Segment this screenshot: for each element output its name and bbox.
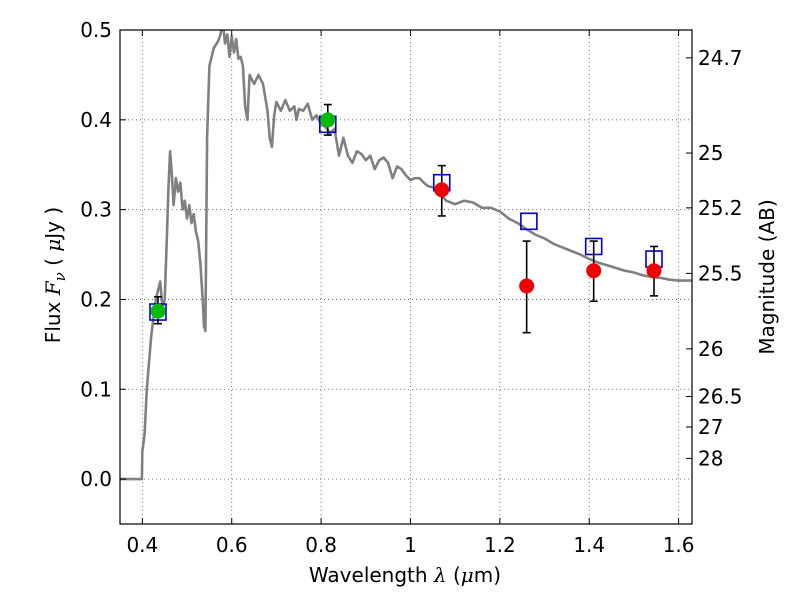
red-data-point (646, 263, 662, 279)
x-tick-label: 1 (404, 533, 417, 557)
x-tick-label: 1.2 (484, 533, 516, 557)
y2-tick-label: 26.5 (698, 384, 743, 408)
model-spectrum-line (120, 30, 692, 481)
plot-frame (119, 29, 693, 525)
red-data-point (434, 182, 450, 198)
y2-tick-label: 27 (698, 415, 723, 439)
y2-tick-label: 24.7 (698, 46, 743, 70)
y-tick-label: 0.1 (80, 377, 112, 401)
y-tick-label: 0.3 (80, 198, 112, 222)
y2-tick-label: 25 (698, 141, 723, 165)
y-tick-label: 0.4 (80, 108, 112, 132)
y2-tick-label: 26 (698, 337, 723, 361)
x-tick-label: 1.6 (663, 533, 695, 557)
y-tick-label: 0.2 (80, 287, 112, 311)
series-layer (120, 30, 692, 481)
y2-tick-label: 25.5 (698, 261, 743, 285)
x-tick-label: 0.6 (216, 533, 248, 557)
axis-ticks: 0.4 0.6 0.8 1 1.2 1.4 1.6 0.0 0.1 0.2 0.3 0.4 0.5 24.… (80, 18, 742, 557)
red-data-point (519, 278, 535, 294)
y2-tick-label: 25.2 (698, 196, 743, 220)
y2-axis-label: Magnitude (AB) (755, 199, 779, 354)
y-tick-label: 0.0 (80, 467, 112, 491)
y2-tick-label: 28 (698, 446, 723, 470)
x-tick-label: 0.4 (126, 533, 158, 557)
x-tick-label: 0.8 (305, 533, 337, 557)
x-axis-label: Wavelength λ (μm) (309, 563, 501, 587)
y-tick-label: 0.5 (80, 18, 112, 42)
green-data-point (320, 112, 336, 128)
x-tick-label: 1.4 (573, 533, 605, 557)
y-axis-label: Flux Fν ( μJy ) (41, 207, 69, 343)
model-photometry-square (520, 212, 538, 231)
red-data-point (586, 263, 602, 279)
green-data-point (150, 303, 166, 319)
